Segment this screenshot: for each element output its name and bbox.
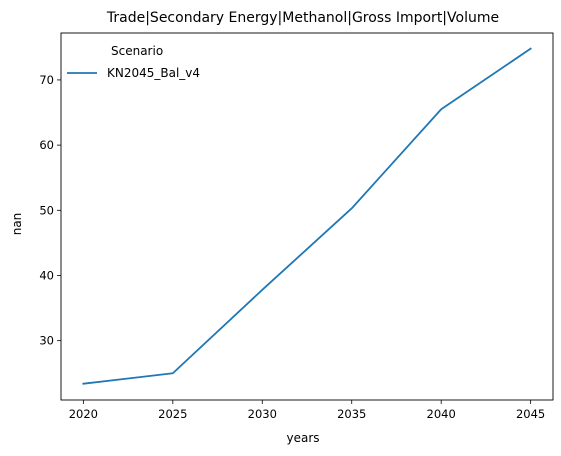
legend-title: Scenario bbox=[111, 44, 163, 58]
y-tick-label: 40 bbox=[39, 268, 54, 282]
series-layer bbox=[82, 47, 532, 385]
legend: Scenario KN2045_Bal_v4 bbox=[67, 44, 200, 80]
y-axis: 30 40 50 60 70 bbox=[39, 73, 61, 348]
plot-area bbox=[60, 32, 554, 401]
x-tick-label: 2045 bbox=[516, 407, 545, 421]
plot-frame bbox=[60, 32, 554, 401]
y-tick-label: 50 bbox=[39, 203, 54, 217]
x-tick-label: 2040 bbox=[427, 407, 456, 421]
y-tick-label: 70 bbox=[39, 73, 54, 87]
x-axis-label: years bbox=[286, 431, 319, 445]
x-axis: 2020 2025 2030 2035 2040 2045 bbox=[69, 400, 545, 421]
y-axis-label: nan bbox=[10, 213, 24, 236]
x-tick-label: 2035 bbox=[337, 407, 366, 421]
x-tick-label: 2030 bbox=[248, 407, 277, 421]
legend-entry-kn2045-bal-v4: KN2045_Bal_v4 bbox=[107, 66, 200, 80]
series-line-0 bbox=[82, 47, 532, 385]
y-tick-label: 30 bbox=[39, 334, 54, 348]
x-tick-label: 2025 bbox=[158, 407, 187, 421]
x-tick-label: 2020 bbox=[69, 407, 98, 421]
y-tick-label: 60 bbox=[39, 138, 54, 152]
chart-title: Trade|Secondary Energy|Methanol|Gross Im… bbox=[106, 10, 499, 26]
